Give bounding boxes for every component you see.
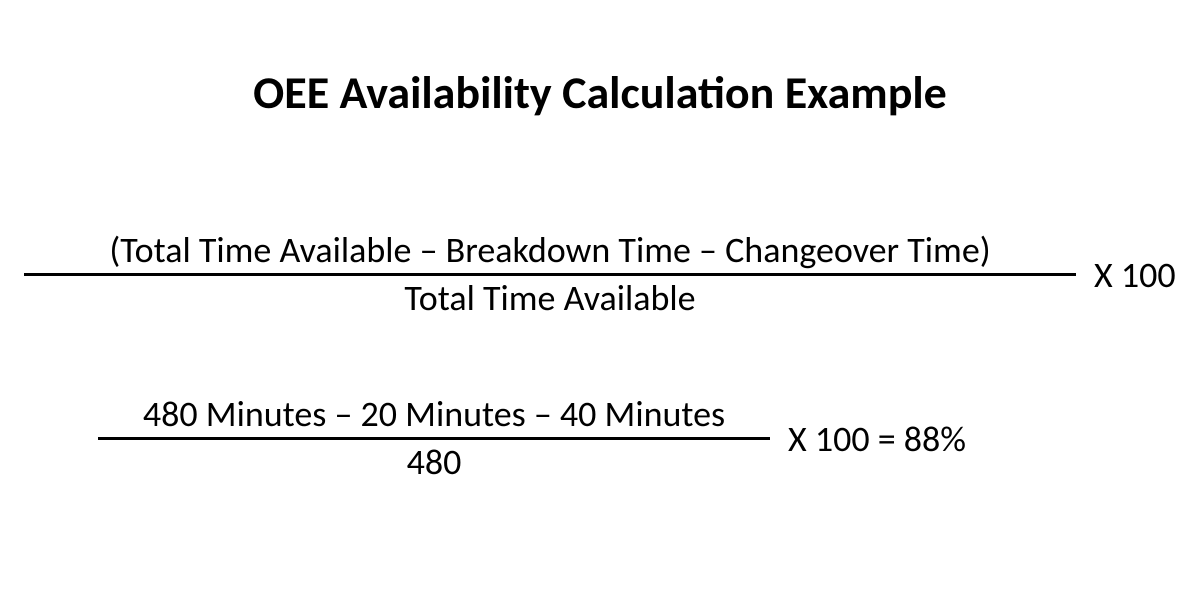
availability-formula-numeric: 480 Minutes – 20 Minutes – 40 Minutes 48…: [98, 392, 966, 485]
formula-denominator: 480: [98, 440, 770, 485]
formula-denominator: Total Time Available: [24, 276, 1076, 321]
formula-numerator: 480 Minutes – 20 Minutes – 40 Minutes: [98, 392, 770, 440]
formula-tail: X 100: [1094, 253, 1176, 297]
formula-numerator: (Total Time Available – Breakdown Time –…: [24, 228, 1076, 276]
availability-formula-symbolic: (Total Time Available – Breakdown Time –…: [24, 228, 1176, 321]
fraction: 480 Minutes – 20 Minutes – 40 Minutes 48…: [98, 392, 770, 485]
slide-title: OEE Availability Calculation Example: [0, 65, 1200, 121]
fraction: (Total Time Available – Breakdown Time –…: [24, 228, 1076, 321]
slide: OEE Availability Calculation Example (To…: [0, 0, 1200, 591]
formula-tail: X 100 = 88%: [788, 417, 966, 461]
